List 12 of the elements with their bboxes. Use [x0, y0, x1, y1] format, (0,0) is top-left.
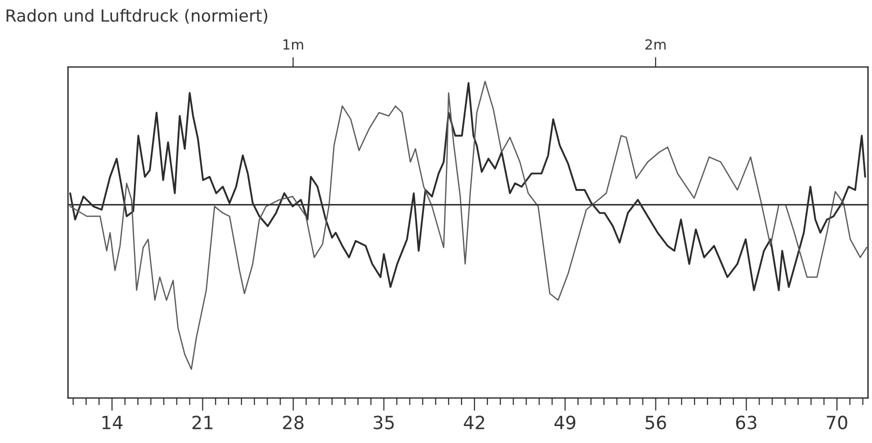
x-tick-label: 49	[554, 416, 576, 430]
chart-title: Radon und Luftdruck (normiert)	[6, 8, 268, 24]
x2-tick-label: 2m	[645, 39, 666, 50]
x-tick-label: 63	[736, 416, 756, 430]
x-tick-label: 35	[374, 416, 394, 430]
x-tick-label: 14	[102, 416, 122, 430]
x-tick-label: 28	[283, 416, 304, 430]
x-tick-label: 21	[192, 416, 212, 430]
x-tick-label: 42	[464, 416, 484, 430]
x-tick-label: 70	[826, 416, 848, 430]
x2-tick-label: 1m	[283, 39, 304, 50]
x-tick-label: 56	[646, 416, 666, 430]
